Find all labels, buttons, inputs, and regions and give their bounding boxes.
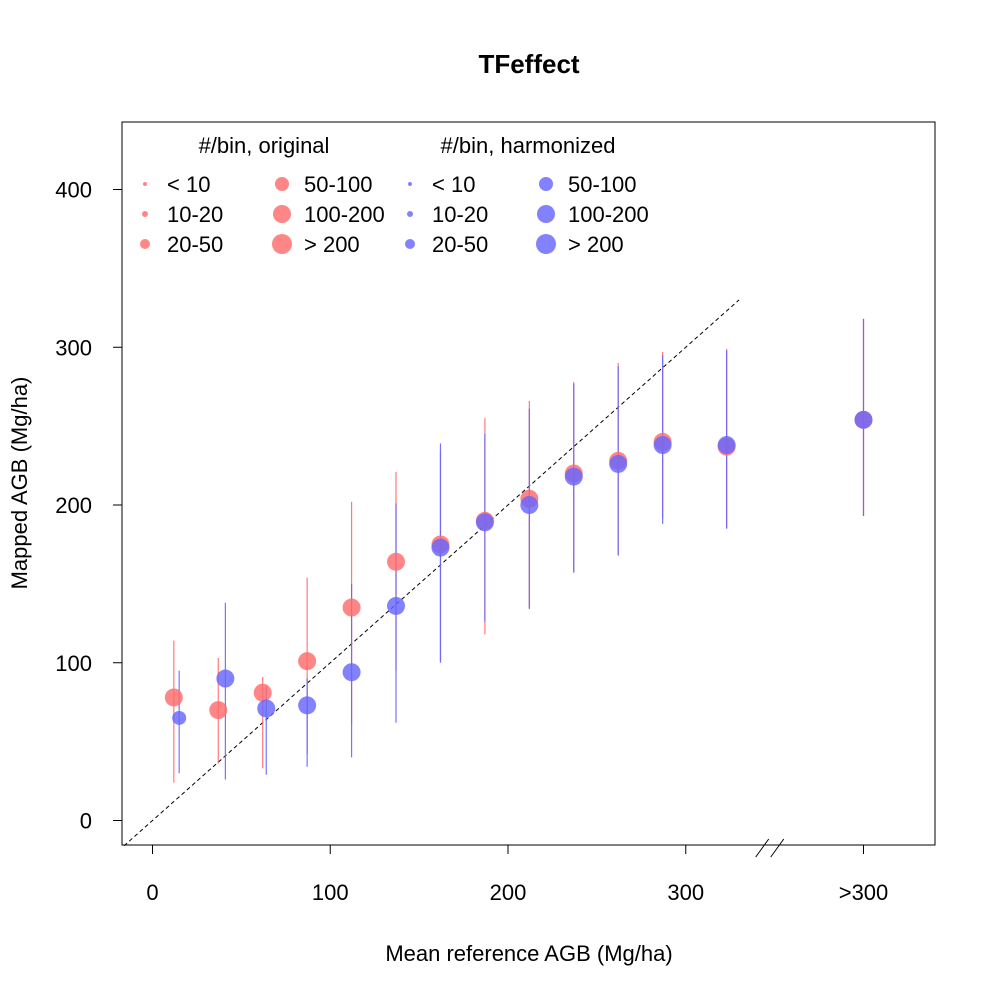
- legend-label-original: 100-200: [304, 202, 385, 227]
- legend-symbol-harmonized: [537, 205, 555, 223]
- y-axis-label: Mapped AGB (Mg/ha): [7, 377, 32, 590]
- data-point-original: [387, 552, 406, 571]
- data-point-harmonized: [854, 410, 873, 429]
- legend-symbol-harmonized: [539, 177, 553, 191]
- legend-label-original: 50-100: [304, 172, 373, 197]
- legend-symbol-original: [272, 234, 292, 254]
- data-point-original: [253, 683, 272, 702]
- x-tick-label: 100: [312, 880, 349, 905]
- legend-label-harmonized: 20-50: [432, 232, 488, 257]
- legend-symbol-original: [275, 177, 289, 191]
- data-point-original: [298, 652, 317, 671]
- legend-symbol-original: [142, 211, 148, 217]
- data-point-harmonized: [342, 663, 361, 682]
- legend-label-harmonized: < 10: [432, 172, 475, 197]
- data-point-harmonized: [564, 467, 583, 486]
- axis-break-mark: [770, 838, 785, 858]
- data-point-original: [164, 688, 183, 707]
- data-point-harmonized: [520, 496, 539, 514]
- legend-label-harmonized: 50-100: [568, 172, 637, 197]
- x-tick-label: >300: [839, 880, 889, 905]
- y-tick-label: 200: [55, 493, 92, 518]
- legend-label-harmonized: 10-20: [432, 202, 488, 227]
- plot-frame: [121, 121, 936, 846]
- legend-title-original: #/bin, original: [199, 133, 330, 158]
- legend-symbol-harmonized: [405, 239, 415, 249]
- data-point-harmonized: [216, 669, 235, 688]
- legend-symbol-original: [273, 205, 291, 223]
- data-point-harmonized: [475, 513, 494, 532]
- data-point-harmonized: [298, 696, 317, 715]
- legend-label-original: < 10: [167, 172, 210, 197]
- x-tick-label: 200: [490, 880, 527, 905]
- data-point-original: [342, 598, 361, 617]
- data-point-harmonized: [653, 436, 672, 455]
- legend-label-original: > 200: [304, 232, 360, 257]
- x-tick-label: 300: [667, 880, 704, 905]
- legend-label-harmonized: 100-200: [568, 202, 649, 227]
- axis-break-mark: [755, 838, 770, 858]
- y-tick-label: 300: [55, 335, 92, 360]
- data-point-harmonized: [387, 596, 406, 615]
- legend-title-harmonized: #/bin, harmonized: [441, 133, 616, 158]
- legend-label-original: 20-50: [167, 232, 223, 257]
- legend-label-harmonized: > 200: [568, 232, 624, 257]
- y-tick-label: 0: [80, 809, 92, 834]
- y-tick-label: 100: [55, 651, 92, 676]
- legend-symbol-harmonized: [536, 234, 556, 254]
- x-axis-label: Mean reference AGB (Mg/ha): [385, 941, 672, 966]
- data-point-harmonized: [717, 436, 736, 455]
- legend-label-original: 10-20: [167, 202, 223, 227]
- data-point-harmonized: [257, 699, 276, 718]
- y-tick-label: 400: [55, 178, 92, 203]
- chart-title: TFeffect: [478, 49, 579, 79]
- legend-symbol-harmonized: [408, 182, 412, 186]
- data-point-harmonized: [609, 454, 628, 473]
- data-point-harmonized: [172, 710, 187, 725]
- legend-symbol-harmonized: [407, 211, 413, 217]
- data-point-original: [209, 701, 228, 720]
- legend-symbol-original: [140, 239, 150, 249]
- one-to-one-line: [123, 299, 740, 847]
- data-point-harmonized: [431, 538, 450, 557]
- legend-symbol-original: [143, 182, 147, 186]
- x-tick-label: 0: [146, 880, 158, 905]
